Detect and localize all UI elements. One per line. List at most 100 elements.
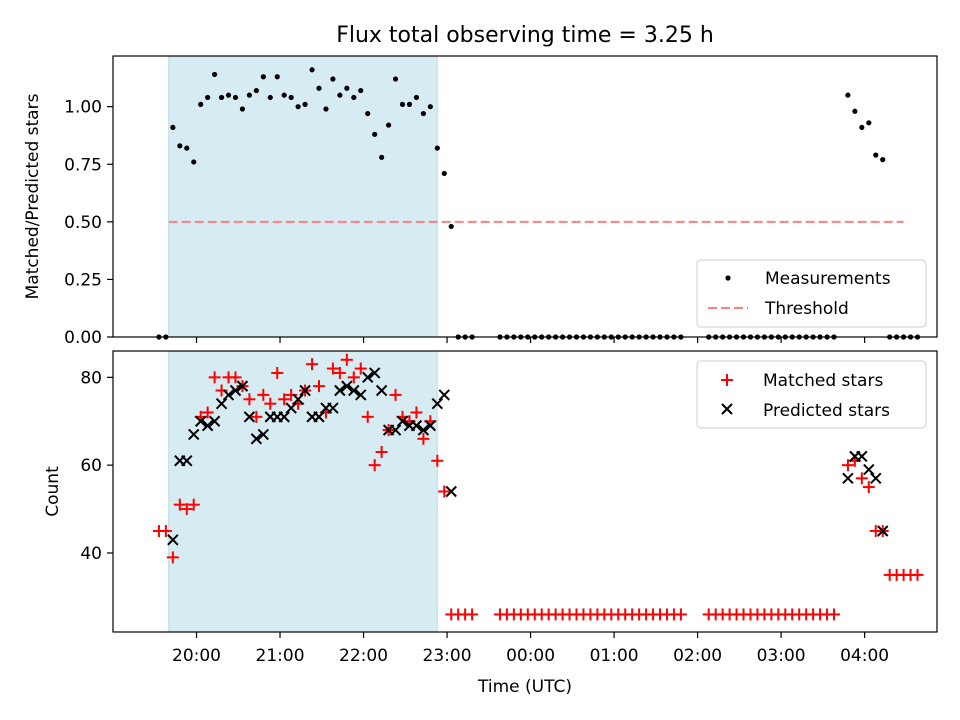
ratio-y-tick-label: 0.75 [64, 155, 102, 175]
matched-star-point [229, 371, 242, 384]
count-plot-frame [112, 350, 938, 633]
measurement-point [420, 110, 426, 117]
measurement-point [184, 145, 190, 151]
measurement-point [441, 170, 447, 177]
predicted-star-point [863, 463, 875, 476]
legend-predicted-marker [721, 403, 733, 415]
matched-star-point [466, 608, 479, 621]
matched-stars-points [152, 353, 924, 621]
ratio-y-tick-label: 0.25 [64, 270, 102, 290]
measurement-point [281, 92, 287, 98]
matched-star-point [431, 454, 444, 467]
predicted-star-point [188, 428, 200, 441]
predicted-star-point [229, 384, 242, 397]
predicted-star-point [334, 384, 346, 397]
predicted-star-point [181, 455, 193, 467]
ratio-y-tick-label: 0.00 [64, 328, 102, 348]
matched-star-point [417, 432, 430, 445]
measurement-point [330, 76, 336, 82]
predicted-star-point [396, 415, 409, 427]
matched-star-point [438, 485, 451, 498]
predicted-star-point [285, 402, 297, 414]
ratio-y-tick-label: 1.00 [64, 98, 102, 118]
predicted-star-point [278, 411, 290, 423]
legend-predicted-label: Predicted stars [763, 401, 890, 421]
matched-star-point [187, 498, 200, 511]
predicted-star-point [445, 485, 457, 498]
matched-star-point [375, 445, 388, 458]
predicted-star-point [348, 384, 360, 397]
predicted-star-point [299, 384, 311, 397]
ratio-x-axis [195, 337, 866, 343]
predicted-star-point [167, 534, 179, 546]
predicted-star-point [368, 367, 381, 379]
matched-star-point [841, 459, 854, 472]
predicted-star-point [327, 402, 339, 414]
measurement-point [845, 92, 851, 98]
matched-star-point [173, 498, 186, 511]
predicted-star-point [842, 472, 854, 485]
legend-measurements-label: Measurements [765, 269, 891, 289]
matched-star-point [257, 388, 270, 401]
predicted-star-point [362, 371, 374, 384]
measurement-point [212, 71, 218, 78]
predicted-star-point [438, 389, 450, 401]
matched-star-point [389, 388, 402, 401]
measurement-point [253, 87, 259, 94]
matched-star-point [340, 353, 353, 366]
measurement-point [218, 94, 225, 101]
legend-matched-label: Matched stars [763, 371, 883, 391]
measurement-point [358, 87, 364, 94]
measurement-point [302, 101, 308, 107]
ratio-legend: Measurements Threshold [696, 259, 927, 328]
observing-window-span [168, 350, 438, 633]
x-tick-label: 00:00 [506, 646, 555, 666]
predicted-star-point [417, 424, 430, 436]
x-tick-label: 02:00 [673, 646, 722, 666]
measurement-point [177, 143, 183, 149]
ratio-y-axis-label: Matched/Predicted stars [23, 93, 43, 299]
matched-star-point [911, 568, 924, 581]
measurement-point [448, 223, 454, 230]
measurement-point [337, 92, 343, 98]
predicted-star-point [856, 450, 868, 463]
predicted-star-point [424, 419, 437, 432]
measurement-point [274, 74, 280, 80]
count-x-axis: 20:00 21:00 22:00 23:00 00:00 01:00 02:00 03:00… [172, 632, 889, 666]
matched-star-point [264, 397, 277, 410]
predicted-star-point [355, 389, 367, 401]
measurement-point [260, 74, 266, 80]
matched-star-point [347, 371, 360, 384]
measurement-point [406, 101, 413, 107]
predicted-star-point [208, 415, 221, 427]
measurement-point [399, 101, 406, 107]
matched-star-point [166, 551, 179, 564]
x-tick-label: 20:00 [172, 646, 221, 666]
measurement-point [309, 67, 315, 73]
measurement-point [866, 120, 872, 126]
measurement-point [385, 122, 392, 128]
matched-star-point [250, 410, 263, 423]
count-y-tick-label: 60 [80, 456, 102, 476]
measurement-point [239, 106, 246, 112]
predicted-star-point [410, 419, 423, 432]
measurement-point [392, 76, 399, 82]
predicted-star-point [877, 525, 889, 537]
matched-star-point [215, 384, 228, 397]
predicted-star-point [201, 419, 214, 432]
x-tick-label: 23:00 [423, 646, 472, 666]
measurement-point [267, 94, 273, 101]
measurement-point [434, 145, 440, 151]
matched-star-point [410, 406, 423, 419]
legend-measurements-marker [725, 275, 731, 281]
matched-star-point [326, 362, 339, 375]
measurement-point [232, 94, 239, 101]
ratio-y-tick-label: 0.50 [64, 213, 102, 233]
matched-star-point [333, 366, 346, 379]
predicted-star-point [341, 380, 353, 392]
predicted-star-point [389, 424, 402, 436]
x-tick-label: 21:00 [256, 646, 305, 666]
predicted-star-point [250, 433, 263, 445]
predicted-star-point [243, 411, 256, 423]
predicted-star-point [257, 428, 270, 441]
